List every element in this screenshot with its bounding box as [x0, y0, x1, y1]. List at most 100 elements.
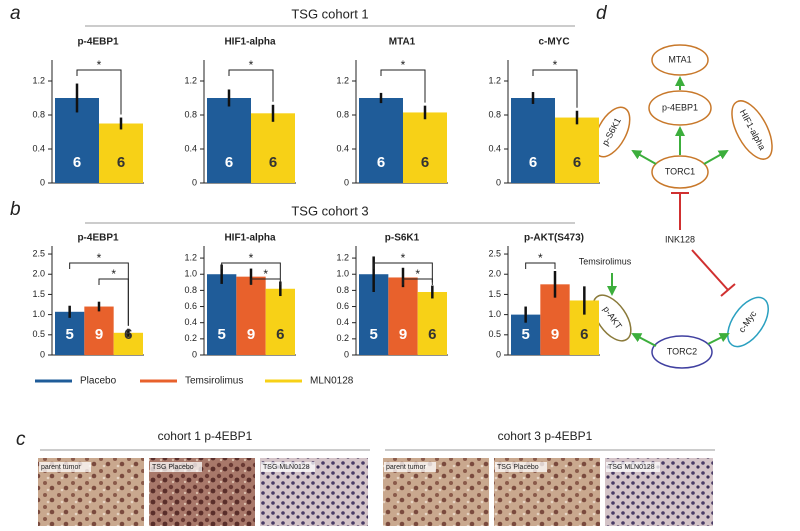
significance-label: * [401, 58, 406, 72]
legend-label: Temsirolimus [185, 376, 243, 387]
legend-label: Placebo [80, 376, 117, 387]
bar [555, 117, 599, 183]
node [651, 335, 713, 369]
significance-label: * [97, 58, 102, 72]
y-tick-label: 0 [496, 177, 501, 187]
chart-title: HIF1-alpha [224, 233, 276, 244]
y-tick-label: 1.2 [488, 75, 501, 85]
node-label: MTA1 [668, 54, 691, 64]
bar-chart: p-S6K1 0 0.2 0.4 0.6 0.8 1.0 1.2 5 9 6 * * [336, 233, 448, 359]
image-label: TSG Placebo [497, 464, 539, 471]
count-label: 5 [217, 326, 225, 343]
y-tick-label: 0.5 [488, 329, 501, 339]
chart-title: p-AKT(S473) [524, 233, 584, 244]
bar [511, 98, 555, 183]
y-tick-label: 0.8 [336, 285, 349, 295]
bar [99, 123, 143, 183]
count-label: 6 [580, 326, 588, 343]
count-label: 6 [269, 154, 277, 171]
bar [403, 112, 447, 183]
image-label: parent tumor [386, 464, 426, 471]
count-label: 9 [95, 326, 103, 343]
chart-title: c-MYC [538, 37, 569, 48]
y-tick-label: 1.0 [184, 269, 197, 279]
node [651, 44, 709, 76]
chart-title: p-4EBP1 [77, 233, 119, 244]
node-label: c-Myc [737, 309, 759, 335]
arrow [631, 150, 657, 165]
significance-label: * [249, 58, 254, 72]
significance-label: * [111, 267, 116, 281]
count-label: 6 [225, 154, 233, 171]
y-tick-label: 2.0 [32, 269, 45, 279]
arrow [631, 333, 657, 347]
y-tick-label: 0.8 [336, 109, 349, 119]
y-tick-label: 0 [344, 177, 349, 187]
count-label: 6 [276, 326, 284, 343]
y-tick-label: 1.0 [336, 269, 349, 279]
count-label: 6 [428, 326, 436, 343]
node-label: p-4EBP1 [662, 102, 698, 112]
y-tick-label: 0 [40, 177, 45, 187]
y-tick-label: 0.4 [184, 143, 197, 153]
arrow [707, 333, 730, 345]
node [651, 155, 709, 189]
count-label: 9 [399, 326, 407, 343]
significance-label: * [538, 251, 543, 265]
bar [251, 113, 295, 183]
image-label: parent tumor [41, 464, 81, 471]
inhibition-bar [720, 283, 736, 297]
y-tick-label: 0.4 [184, 317, 197, 327]
node-label: p-AKT [601, 304, 624, 331]
significance-bracket [250, 278, 281, 285]
y-tick-label: 0 [192, 177, 197, 187]
count-label: 5 [369, 326, 377, 343]
y-tick-label: 0.8 [184, 285, 197, 295]
label-bg [261, 462, 315, 472]
image-label: TSG Placebo [152, 464, 194, 471]
y-tick-label: 1.0 [488, 309, 501, 319]
y-tick-label: 0.2 [184, 333, 197, 343]
y-tick-label: 0.8 [32, 109, 45, 119]
significance-bracket [532, 69, 578, 108]
count-label: 6 [529, 154, 537, 171]
significance-bracket [76, 69, 122, 115]
significance-bracket [373, 262, 433, 283]
label-bg [39, 462, 91, 472]
label-bg [606, 462, 660, 472]
legend-label: MLN0128 [310, 376, 354, 387]
bar-chart: MTA1 0 0.4 0.8 1.2 6 6 * [336, 37, 448, 187]
y-tick-label: 1.2 [184, 252, 197, 262]
y-tick-label: 0 [192, 349, 197, 359]
panel-label: b [10, 199, 21, 220]
bar [265, 288, 295, 355]
count-label: 9 [247, 326, 255, 343]
significance-bracket [525, 262, 556, 269]
image-group-title: cohort 1 p-4EBP1 [158, 429, 253, 443]
image-label: TSG MLN0128 [608, 464, 655, 471]
inhibition [691, 249, 729, 291]
y-tick-label: 1.2 [336, 75, 349, 85]
significance-bracket [221, 262, 281, 279]
label-bg [495, 462, 547, 472]
bar [84, 306, 114, 355]
count-label: 6 [573, 154, 581, 171]
y-tick-label: 0.4 [488, 143, 501, 153]
node-label: TORC2 [667, 346, 697, 356]
y-tick-label: 1.5 [488, 289, 501, 299]
node [592, 294, 632, 342]
pathway-diagram: MTA1 p-4EBP1 p-S6K1 HIF1-alpha TORC1 INK… [579, 44, 773, 369]
y-tick-label: 0 [40, 349, 45, 359]
significance-bracket [98, 278, 129, 326]
bar-chart: HIF1-alpha 0 0.4 0.8 1.2 6 6 * [184, 37, 296, 187]
y-tick-label: 0.6 [184, 301, 197, 311]
bar-chart: HIF1-alpha 0 0.2 0.4 0.6 0.8 1.0 1.2 5 9 6 * * [184, 233, 296, 359]
drug-label: Temsirolimus [579, 256, 632, 266]
group-title: TSG cohort 3 [291, 203, 368, 218]
bar-chart: p-4EBP1 0 0.5 1.0 1.5 2.0 2.5 5 9 6 * * [32, 233, 144, 359]
node [727, 296, 769, 348]
group-title: TSG cohort 1 [291, 6, 368, 21]
node [648, 90, 712, 126]
bar [388, 277, 418, 355]
